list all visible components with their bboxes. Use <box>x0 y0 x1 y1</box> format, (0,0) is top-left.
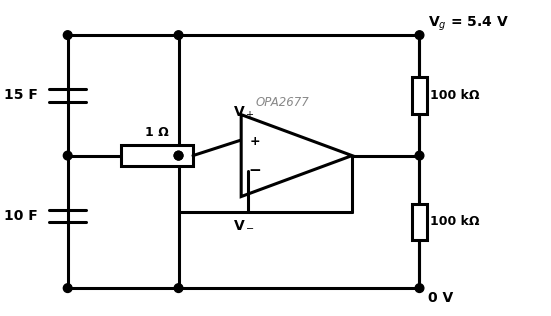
Text: +: + <box>250 135 260 148</box>
Text: 0 V: 0 V <box>428 290 453 305</box>
Circle shape <box>63 284 72 292</box>
Text: 15 F: 15 F <box>4 88 38 102</box>
Text: V$_+$: V$_+$ <box>233 105 255 121</box>
Circle shape <box>415 284 424 292</box>
Polygon shape <box>241 115 352 197</box>
Text: V$_g$ = 5.4 V: V$_g$ = 5.4 V <box>428 15 509 33</box>
Circle shape <box>174 31 183 40</box>
Circle shape <box>174 151 183 160</box>
Circle shape <box>63 151 72 160</box>
Circle shape <box>415 31 424 40</box>
Text: 100 kΩ: 100 kΩ <box>430 216 479 228</box>
Text: 100 kΩ: 100 kΩ <box>430 89 479 102</box>
Circle shape <box>63 31 72 40</box>
Circle shape <box>415 151 424 160</box>
Circle shape <box>174 284 183 292</box>
FancyBboxPatch shape <box>121 145 193 166</box>
Text: 1 Ω: 1 Ω <box>145 126 169 139</box>
Text: 10 F: 10 F <box>4 209 38 223</box>
FancyBboxPatch shape <box>412 77 426 114</box>
Text: −: − <box>249 162 261 178</box>
Circle shape <box>174 151 183 160</box>
FancyBboxPatch shape <box>412 204 426 240</box>
Text: OPA2677: OPA2677 <box>255 96 309 109</box>
Text: V$_-$: V$_-$ <box>233 217 255 231</box>
